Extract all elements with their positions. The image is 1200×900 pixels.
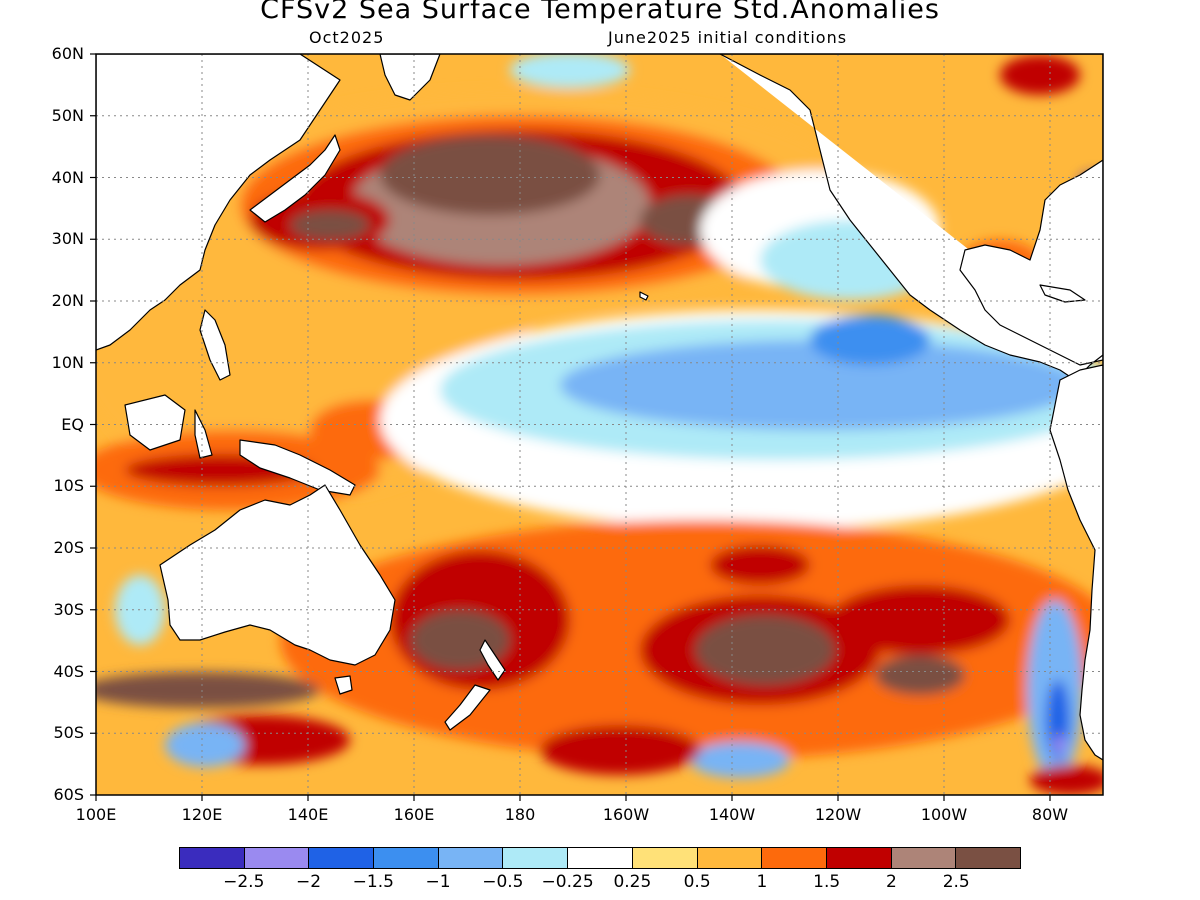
colorbar-swatch	[697, 848, 763, 868]
land-kamchatka	[379, 54, 441, 101]
land-new-zealand-north	[479, 639, 506, 681]
land-australia	[159, 484, 396, 666]
anomaly-np-core	[380, 135, 600, 215]
colorbar-swatch	[891, 848, 957, 868]
colorbar-label: 0.5	[683, 872, 711, 892]
lat-label: 20S	[53, 538, 84, 557]
land-asia	[96, 54, 341, 351]
lat-label: 10N	[51, 352, 84, 372]
anomaly-eq-cold	[810, 315, 930, 365]
anomaly-sp-core-central	[695, 615, 835, 685]
colorbar-swatch	[568, 848, 633, 868]
lon-label: 180	[504, 805, 536, 824]
lon-label: 140E	[287, 805, 329, 824]
initial-conditions: June2025 initial conditions	[608, 28, 848, 47]
land-hawaii	[639, 291, 649, 301]
colorbar-label: −1	[425, 872, 451, 892]
anomaly-so-cool-1	[165, 723, 245, 767]
lon-label: 120W	[814, 805, 862, 824]
anomaly-sp-core-east	[875, 655, 965, 695]
colorbar-swatch	[956, 848, 1020, 868]
lat-label: 10S	[53, 476, 84, 496]
colorbar-label: −0.5	[482, 872, 524, 892]
land-tasmania	[334, 675, 353, 695]
colorbar-label: −0.25	[541, 872, 594, 892]
lon-label: 160W	[602, 805, 650, 824]
lon-label: 160E	[393, 805, 435, 824]
anomaly-so-west	[96, 672, 320, 708]
colorbar-swatch	[244, 848, 310, 868]
land-new-zealand-south	[444, 684, 491, 731]
lat-label: 60N	[51, 44, 84, 63]
land-borneo	[124, 394, 186, 451]
anomaly-bering-hot	[1000, 55, 1080, 95]
anomaly-japan-core	[290, 210, 370, 240]
colorbar-label: 1.5	[813, 872, 841, 892]
map-title: CFSv2 Sea Surface Temperature Std.Anomal…	[260, 0, 940, 25]
lon-label: 120E	[181, 805, 223, 824]
lat-label: 50N	[51, 105, 84, 125]
colorbar-swatch	[180, 848, 245, 868]
anomaly-so-hot-south	[540, 725, 700, 775]
land-north-america	[719, 54, 1103, 381]
colorbar-label: 2.5	[942, 872, 970, 892]
colorbar-swatch	[438, 848, 504, 868]
colorbar-swatch	[826, 848, 892, 868]
anomaly-sp-hot-north	[710, 545, 810, 585]
lat-label: 40N	[51, 167, 84, 187]
colorbar-label: 0.25	[613, 872, 652, 892]
lat-label: 20N	[51, 291, 84, 310]
anomaly-chile-warm	[1030, 765, 1103, 795]
lat-label: 30N	[51, 229, 84, 249]
colorbar-label: −2	[296, 872, 322, 892]
lon-label: 100W	[920, 805, 968, 824]
colorbar-label: 2	[886, 872, 897, 892]
landmasses	[96, 54, 1103, 761]
colorbar-swatch	[503, 848, 569, 868]
colorbar-swatch	[632, 848, 698, 868]
land-south-america	[1049, 364, 1103, 761]
anomaly-chile-coldest	[1054, 735, 1066, 755]
lat-label: 60S	[53, 785, 84, 804]
lat-label: 50S	[53, 723, 84, 743]
anomaly-alaska-cool	[510, 54, 630, 88]
anomaly-sp-hot-east	[830, 585, 1010, 655]
colorbar-label: −2.5	[223, 872, 265, 892]
lon-label: 140W	[708, 805, 756, 824]
lat-label: 40S	[53, 661, 84, 681]
colorbar-swatch	[762, 848, 827, 868]
land-sulawesi	[194, 409, 213, 459]
colorbar-swatch	[374, 848, 439, 868]
lat-label: EQ	[61, 414, 84, 434]
forecast-month: Oct2025	[309, 28, 385, 47]
land-new-guinea	[239, 439, 356, 496]
lat-label: 30S	[53, 599, 84, 619]
colorbar	[179, 847, 1021, 869]
anomaly-so-cool-3	[690, 742, 790, 778]
colorbar-label: 1	[756, 872, 768, 892]
lon-label: 80W	[1031, 805, 1069, 824]
colorbar-label: −1.5	[352, 872, 394, 892]
lon-label: 100E	[75, 805, 117, 824]
land-japan	[249, 134, 341, 223]
colorbar-swatch	[309, 848, 375, 868]
